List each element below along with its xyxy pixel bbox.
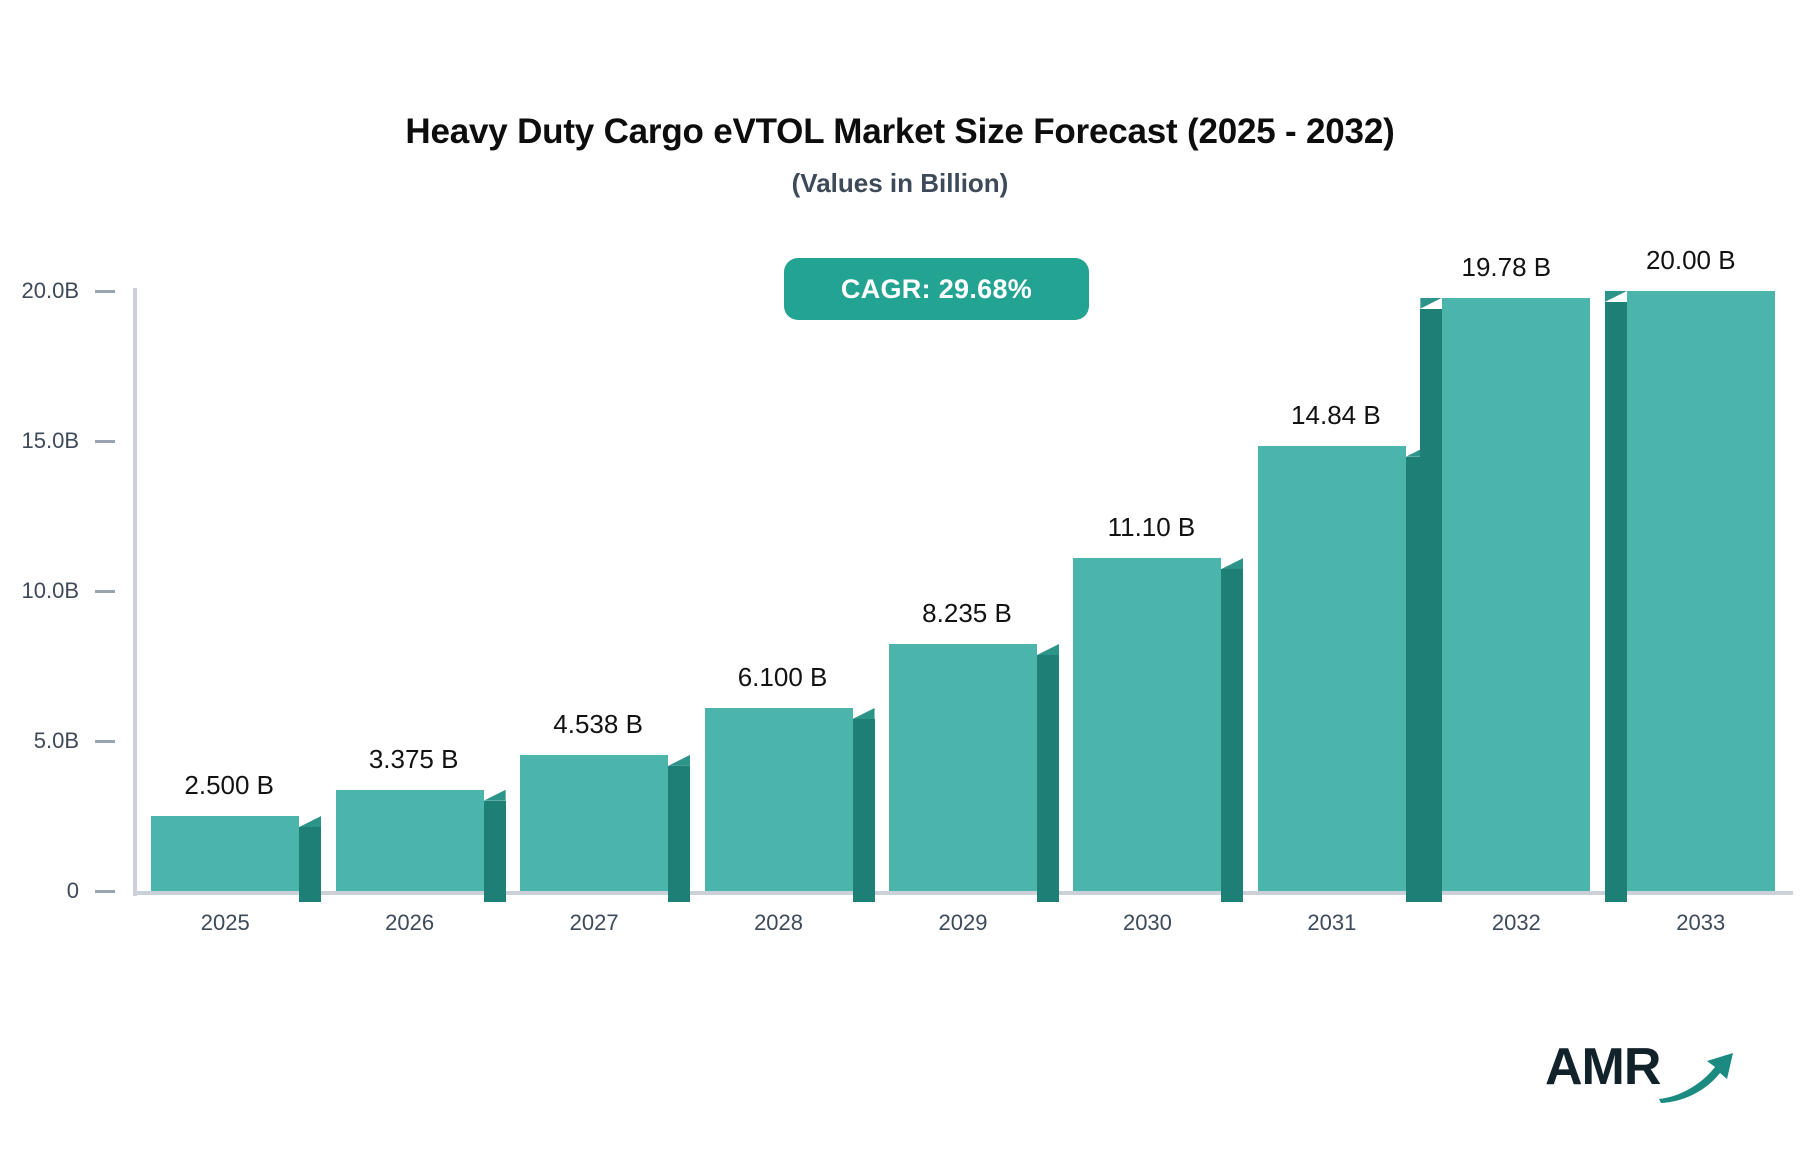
bar-top-face [1221, 558, 1244, 569]
x-axis-line [133, 891, 1793, 895]
bar-2029[interactable] [889, 643, 1059, 902]
y-axis-tick: 10.0B [0, 579, 133, 603]
y-axis-tick-label: 0 [66, 878, 79, 903]
bar-face [1257, 445, 1406, 891]
bar-value-label: 3.375 B [368, 743, 459, 774]
cagr-badge: CAGR: 29.68% [784, 258, 1089, 320]
amr-logo: AMR [1545, 1035, 1735, 1107]
bar-side-face [852, 719, 875, 902]
y-axis-tick-mark [95, 440, 115, 443]
y-axis-tick: 0 [0, 879, 133, 903]
bar-side-face [1420, 308, 1443, 902]
bar-face [889, 643, 1037, 891]
bar-face [1626, 291, 1775, 891]
x-axis-tick-label: 2029 [938, 910, 988, 935]
bar-value-label: 6.100 B [737, 662, 828, 692]
bar-value-label: 4.538 B [553, 708, 643, 739]
bar-side-face [299, 827, 322, 902]
y-axis-tick-label: 10.0B [21, 578, 80, 603]
bar-2032[interactable] [1420, 297, 1591, 902]
y-axis-tick: 20.0B [0, 279, 133, 303]
bar-face [335, 789, 484, 891]
x-axis-tick-label: 2025 [200, 910, 250, 935]
bar-side-face [1604, 302, 1627, 902]
bar-side-face [483, 800, 506, 902]
y-axis-line [133, 288, 137, 896]
x-axis-tick-label: 2031 [1307, 910, 1357, 935]
bar-face [151, 816, 300, 891]
bar-value-label: 11.10 B [1107, 512, 1196, 542]
bar-2028[interactable] [704, 708, 875, 902]
bar-top-face [299, 816, 322, 827]
x-axis-tick-label: 2032 [1491, 910, 1541, 935]
y-axis-tick-label: 20.0B [21, 278, 80, 303]
bar-2033[interactable] [1604, 291, 1775, 902]
bar-face [704, 708, 853, 891]
x-axis-tick-label: 2027 [569, 910, 619, 935]
bar-face [1442, 297, 1591, 891]
bar-2025[interactable] [151, 816, 322, 902]
bar-2031[interactable] [1257, 445, 1428, 902]
bar-face [520, 754, 669, 891]
bar-value-label: 20.00 B [1645, 245, 1736, 275]
bar-value-label: 14.84 B [1291, 399, 1381, 430]
bar-2026[interactable] [335, 789, 506, 902]
bar-value-label: 8.235 B [922, 597, 1012, 628]
y-axis-tick-label: 5.0B [33, 728, 79, 753]
bar-side-face [1221, 569, 1244, 902]
bar-top-face [1037, 643, 1059, 655]
x-axis-tick-label: 2028 [754, 910, 804, 935]
page-title: Heavy Duty Cargo eVTOL Market Size Forec… [405, 112, 1395, 151]
y-axis-tick-mark [95, 590, 115, 593]
bar-value-label: 19.78 B [1461, 251, 1552, 282]
y-axis-tick: 5.0B [0, 729, 133, 753]
bar-side-face [1037, 654, 1059, 902]
x-axis-tick-label: 2030 [1122, 910, 1172, 935]
bar-value-label: 2.500 B [184, 770, 275, 800]
y-axis-tick: 15.0B [0, 429, 133, 453]
y-axis-tick-mark [95, 890, 115, 893]
x-axis-tick-label: 2033 [1676, 910, 1726, 935]
amr-logo-text: AMR [1545, 1038, 1661, 1096]
y-axis-tick-mark [95, 290, 115, 293]
bar-top-face [668, 754, 691, 766]
cagr-badge-label: CAGR: 29.68% [840, 273, 1033, 304]
growth-arrow-icon [1659, 1053, 1733, 1103]
bar-top-face [852, 708, 875, 719]
bar-top-face [1604, 291, 1627, 302]
bar-top-face [1420, 297, 1443, 309]
x-axis-tick-label: 2026 [385, 910, 435, 935]
bar-top-face [1405, 445, 1428, 457]
y-axis-tick-label: 15.0B [21, 428, 80, 453]
bar-face [1073, 558, 1222, 891]
bar-side-face [668, 765, 691, 902]
bar-2027[interactable] [520, 754, 691, 902]
bar-top-face [483, 789, 506, 801]
y-axis-tick-mark [95, 740, 115, 743]
bar-2030[interactable] [1073, 558, 1244, 902]
chart-subtitle: (Values in Billion) [791, 168, 1009, 198]
